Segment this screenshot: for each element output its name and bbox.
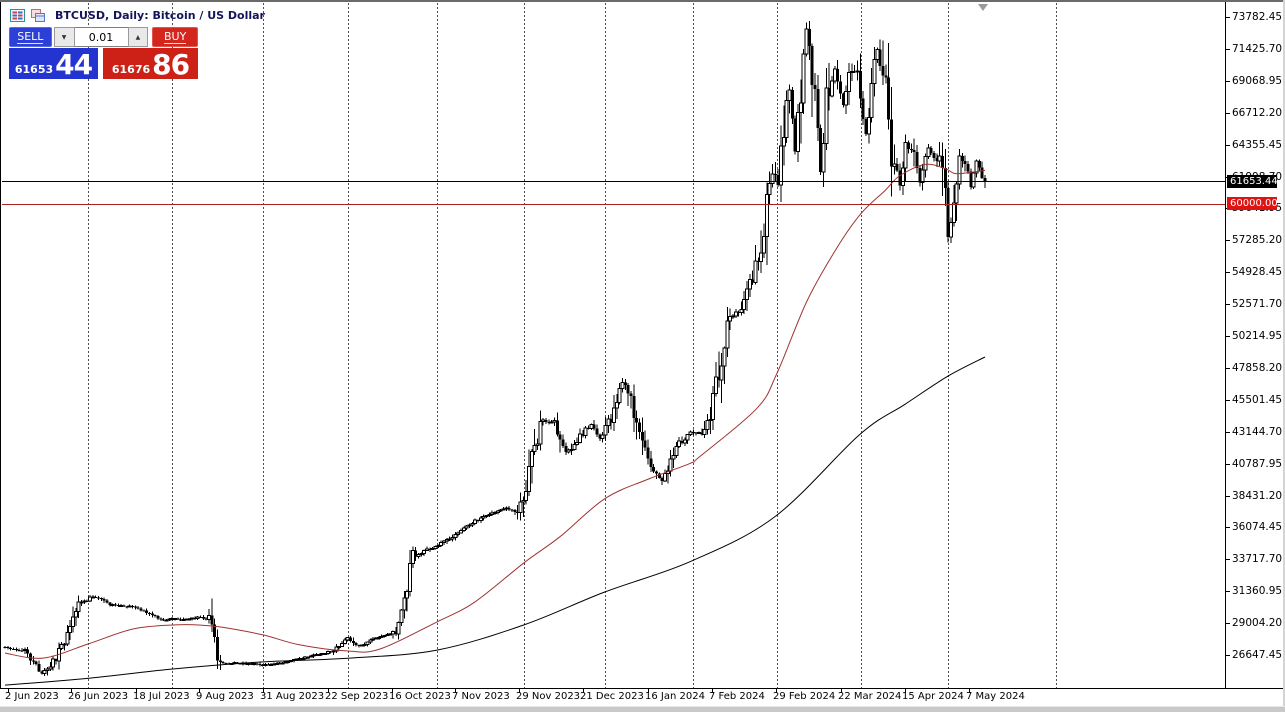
price-scale-tick-label: 64355.45 [1232,138,1283,151]
ma-fast-line [4,163,986,659]
time-scale-date-label: 2 Jun 2023 [5,691,59,702]
buy-price-big-digits: 86 [152,48,190,81]
volume-input[interactable] [74,27,128,47]
time-scale-date-label: 22 Sep 2023 [325,691,389,702]
buy-price-prefix: 61676 [111,63,151,76]
price-scale-tick-label: 57285.20 [1232,234,1283,247]
sell-price-big-digits: 44 [55,48,93,81]
time-scale-date-label: 29 Nov 2023 [516,691,581,702]
price-scale-tick-label: 31360.95 [1232,585,1283,598]
time-scale-date-label: 7 Nov 2023 [452,691,510,702]
candlestick-series [3,20,987,676]
time-scale-date-label: 16 Oct 2023 [389,691,451,702]
volume-decrease-button[interactable]: ▼ [53,27,75,47]
time-scale-date-label: 18 Jul 2023 [133,691,190,702]
chart-shift-marker-icon[interactable] [978,4,988,11]
sell-price-prefix: 61653 [14,63,54,76]
chevron-down-icon: ▼ [61,33,67,41]
price-scale[interactable]: 73782.45 71425.70 69068.95 66712.20 64355.45… [1226,0,1285,688]
window-bottom-strip [0,706,1285,712]
level-price-badge: 60000.00 [1227,197,1278,211]
price-scale-tick-label: 33717.70 [1232,553,1283,566]
chevron-up-icon: ▲ [135,33,141,41]
price-scale-tick-label: 29004.20 [1232,617,1283,630]
price-scale-tick-label: 69068.95 [1232,74,1283,87]
window-top-border [0,0,1285,2]
time-scale-date-label: 7 Feb 2024 [709,691,765,702]
ma-slow-line [4,356,986,686]
time-scale-date-label: 21 Dec 2023 [580,691,644,702]
buy-quote-button[interactable]: 61676 86 [103,48,198,79]
time-scale-date-label: 16 Jan 2024 [645,691,705,702]
time-scale-date-label: 7 May 2024 [966,691,1025,702]
plot-borders [0,2,1285,693]
price-scale-tick-label: 43144.70 [1232,425,1283,438]
bid-price-badge: 61653.44 [1227,174,1278,188]
price-scale-tick-label: 71425.70 [1232,42,1283,55]
volume-increase-button[interactable]: ▲ [127,27,149,47]
time-scale-date-label: 29 Feb 2024 [773,691,836,702]
price-scale-tick-label: 26647.45 [1232,649,1283,661]
sell-quote-button[interactable]: 61653 44 [9,48,98,79]
price-scale-tick-label: 66712.20 [1232,106,1283,119]
sell-button[interactable]: SELL [9,27,52,47]
price-scale-tick-label: 50214.95 [1232,330,1283,342]
windows-icon[interactable] [30,9,46,23]
time-scale-date-label: 31 Aug 2023 [260,691,325,702]
time-scale-date-label: 9 Aug 2023 [196,691,254,702]
price-scale-tick-label: 45501.45 [1232,393,1283,406]
price-scale-tick-label: 54928.45 [1232,266,1283,279]
price-scale-tick-label: 47858.20 [1232,361,1283,374]
time-scale-date-label: 22 Mar 2024 [838,691,902,702]
time-scale-date-label: 15 Apr 2024 [902,691,964,702]
price-scale-tick-label: 40787.95 [1232,457,1283,470]
time-scale[interactable]: 2 Jun 2023 26 Jun 2023 18 Jul 2023 9 Aug 20… [0,690,1285,704]
chart-header-icons [10,9,46,23]
quotes-table-icon[interactable] [10,9,25,23]
price-scale-tick-label: 73782.45 [1232,11,1283,23]
price-scale-tick-label: 38431.20 [1232,489,1283,502]
price-scale-tick-label: 52571.70 [1232,298,1283,311]
one-click-trading-panel: SELL ▼ ▲ BUY 61653 44 61676 86 [9,27,198,79]
window-right-border [1283,0,1285,712]
buy-button[interactable]: BUY [152,27,198,47]
time-scale-date-label: 26 Jun 2023 [68,691,129,702]
chart-grid [88,3,1057,688]
price-scale-tick-label: 36074.45 [1232,521,1283,534]
chart-symbol-title: BTCUSD, Daily: Bitcoin / US Dollar [55,9,265,22]
